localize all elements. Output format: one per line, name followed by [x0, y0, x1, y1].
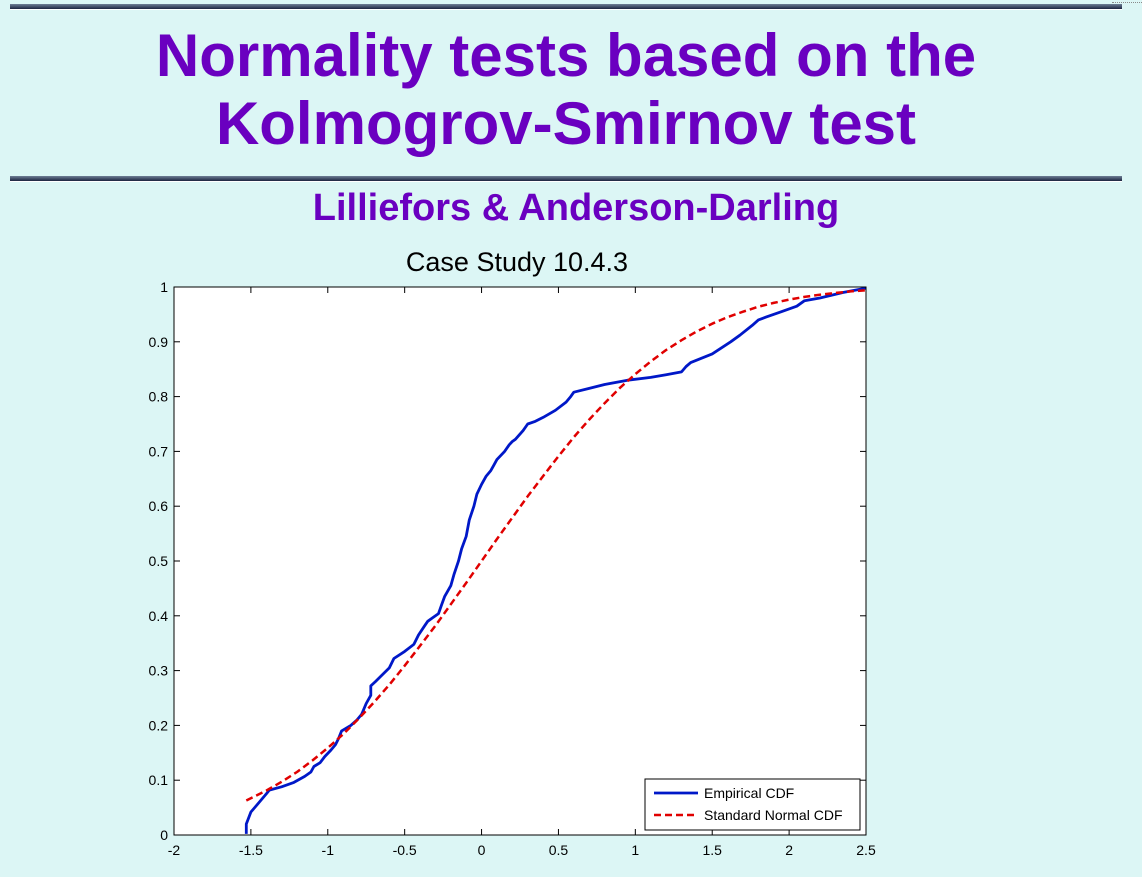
- x-tick-label: 2.5: [856, 842, 876, 858]
- x-tick-label: 0: [478, 842, 486, 858]
- legend-label: Standard Normal CDF: [704, 807, 843, 823]
- y-tick-label: 0.3: [149, 663, 169, 679]
- series-line-standard-normal-cdf: [245, 289, 867, 802]
- series-layer: [244, 286, 867, 834]
- x-tick-label: -1: [322, 842, 335, 858]
- x-tick-label: -2: [168, 842, 181, 858]
- y-tick-label: 0.4: [149, 608, 169, 624]
- slide-subtitle: Lilliefors & Anderson-Darling: [312, 187, 840, 229]
- x-tick-label: 2: [785, 842, 793, 858]
- y-tick-label: 1: [160, 279, 168, 295]
- chart-title: Case Study 10.4.3: [406, 247, 628, 277]
- y-tick-label: 0.8: [149, 389, 169, 405]
- x-tick-label: 1: [631, 842, 639, 858]
- y-tick-label: 0.5: [149, 553, 169, 569]
- slide-title-line-2: Kolmogrov-Smirnov test: [215, 90, 917, 157]
- x-tick-label: 0.5: [549, 842, 569, 858]
- y-tick-label: 0.2: [149, 717, 169, 733]
- legend-box: [644, 778, 861, 831]
- plot-area: [174, 287, 866, 835]
- legend-label: Empirical CDF: [704, 785, 794, 801]
- y-tick-label: 0.7: [149, 443, 169, 459]
- slide-edge-marker: [1112, 2, 1142, 4]
- x-tick-label: -0.5: [393, 842, 417, 858]
- x-tick-label: 1.5: [702, 842, 722, 858]
- top-divider: [10, 4, 1122, 9]
- axes-layer: -2 -1.5 -1 -0.5 0 0.5 1 1.5 2 2.5 0 0.1 0.2 0.3 0.4 0.5…: [149, 279, 876, 858]
- slide-title-line-1: Normality tests based on the: [155, 22, 977, 89]
- x-tick-label: -1.5: [239, 842, 263, 858]
- series-line-empirical-cdf: [244, 286, 867, 834]
- title-divider: [10, 176, 1122, 181]
- slide-title: Normality tests based on the Kolmogrov-S…: [10, 22, 1122, 158]
- y-tick-label: 0: [160, 827, 168, 843]
- chart-legend: Empirical CDF Standard Normal CDF: [644, 778, 861, 831]
- y-tick-label: 0.1: [149, 772, 169, 788]
- y-tick-label: 0.6: [149, 498, 169, 514]
- y-tick-label: 0.9: [149, 334, 169, 350]
